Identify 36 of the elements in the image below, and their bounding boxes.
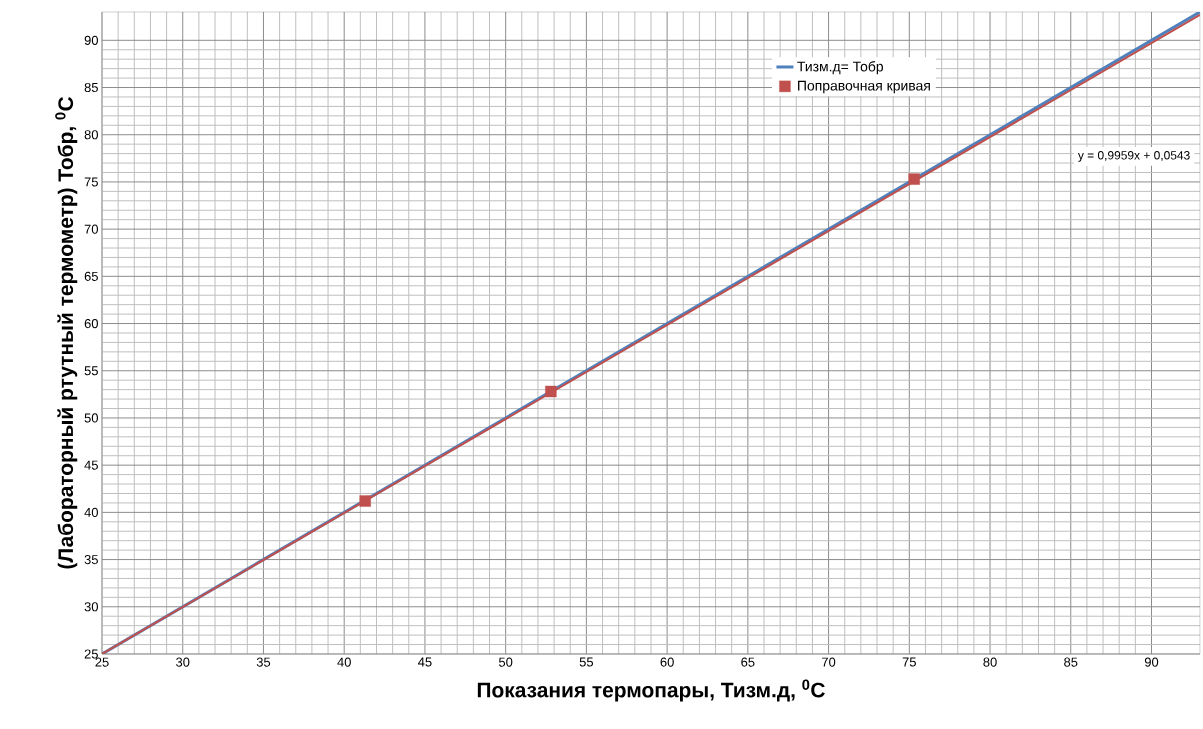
x-tick-label: 80 [983, 657, 997, 667]
x-tick-label: 65 [741, 657, 755, 667]
y-tick-label: 45 [84, 460, 98, 470]
x-tick-label: 85 [1064, 657, 1078, 667]
point [545, 385, 557, 398]
y-tick-label: 55 [84, 366, 98, 376]
point [908, 173, 920, 185]
y-tick-label: 85 [84, 82, 98, 93]
x-axis-title: Показания термопары, Тизм.д, $^{0}$C [477, 679, 825, 702]
x-tick-label: 35 [256, 657, 271, 667]
y-tick-label: 70 [84, 224, 98, 234]
x-tick-label: 40 [337, 657, 351, 667]
y-tick-label: 25 [84, 649, 98, 659]
y-tick-label: 50 [84, 413, 98, 423]
x-tick-label: 90 [1144, 657, 1159, 667]
x-tick-label: 50 [498, 657, 513, 667]
point [359, 495, 371, 507]
y-tick-label: 90 [84, 35, 98, 45]
x-tick-label: 45 [418, 657, 432, 667]
y-axis-title: (Лабораторный ртутный термометр) Тобр, $^{0}$C [55, 96, 78, 569]
x-tick-label: 55 [579, 657, 594, 667]
y-tick-label: 40 [84, 507, 98, 517]
annotation: y = 0,9959x + 0,0543 [1077, 151, 1190, 162]
x-tick-label: 30 [176, 657, 190, 667]
y-tick-label: 75 [84, 177, 98, 187]
y-tick-label: 65 [84, 271, 98, 281]
y-tick-label: 30 [84, 602, 98, 612]
x-tick-label: 60 [660, 657, 674, 667]
x-tick-label: 70 [822, 657, 836, 667]
y-tick-label: 80 [84, 130, 98, 140]
legend-label: Поправочная кривая [798, 80, 930, 94]
legend-label: Тизм.д= Тобр [797, 61, 883, 75]
y-tick-label: 60 [84, 318, 98, 329]
x-tick-label: 25 [95, 657, 109, 667]
y-tick-label: 35 [84, 554, 98, 565]
x-tick-label: 75 [902, 657, 916, 667]
